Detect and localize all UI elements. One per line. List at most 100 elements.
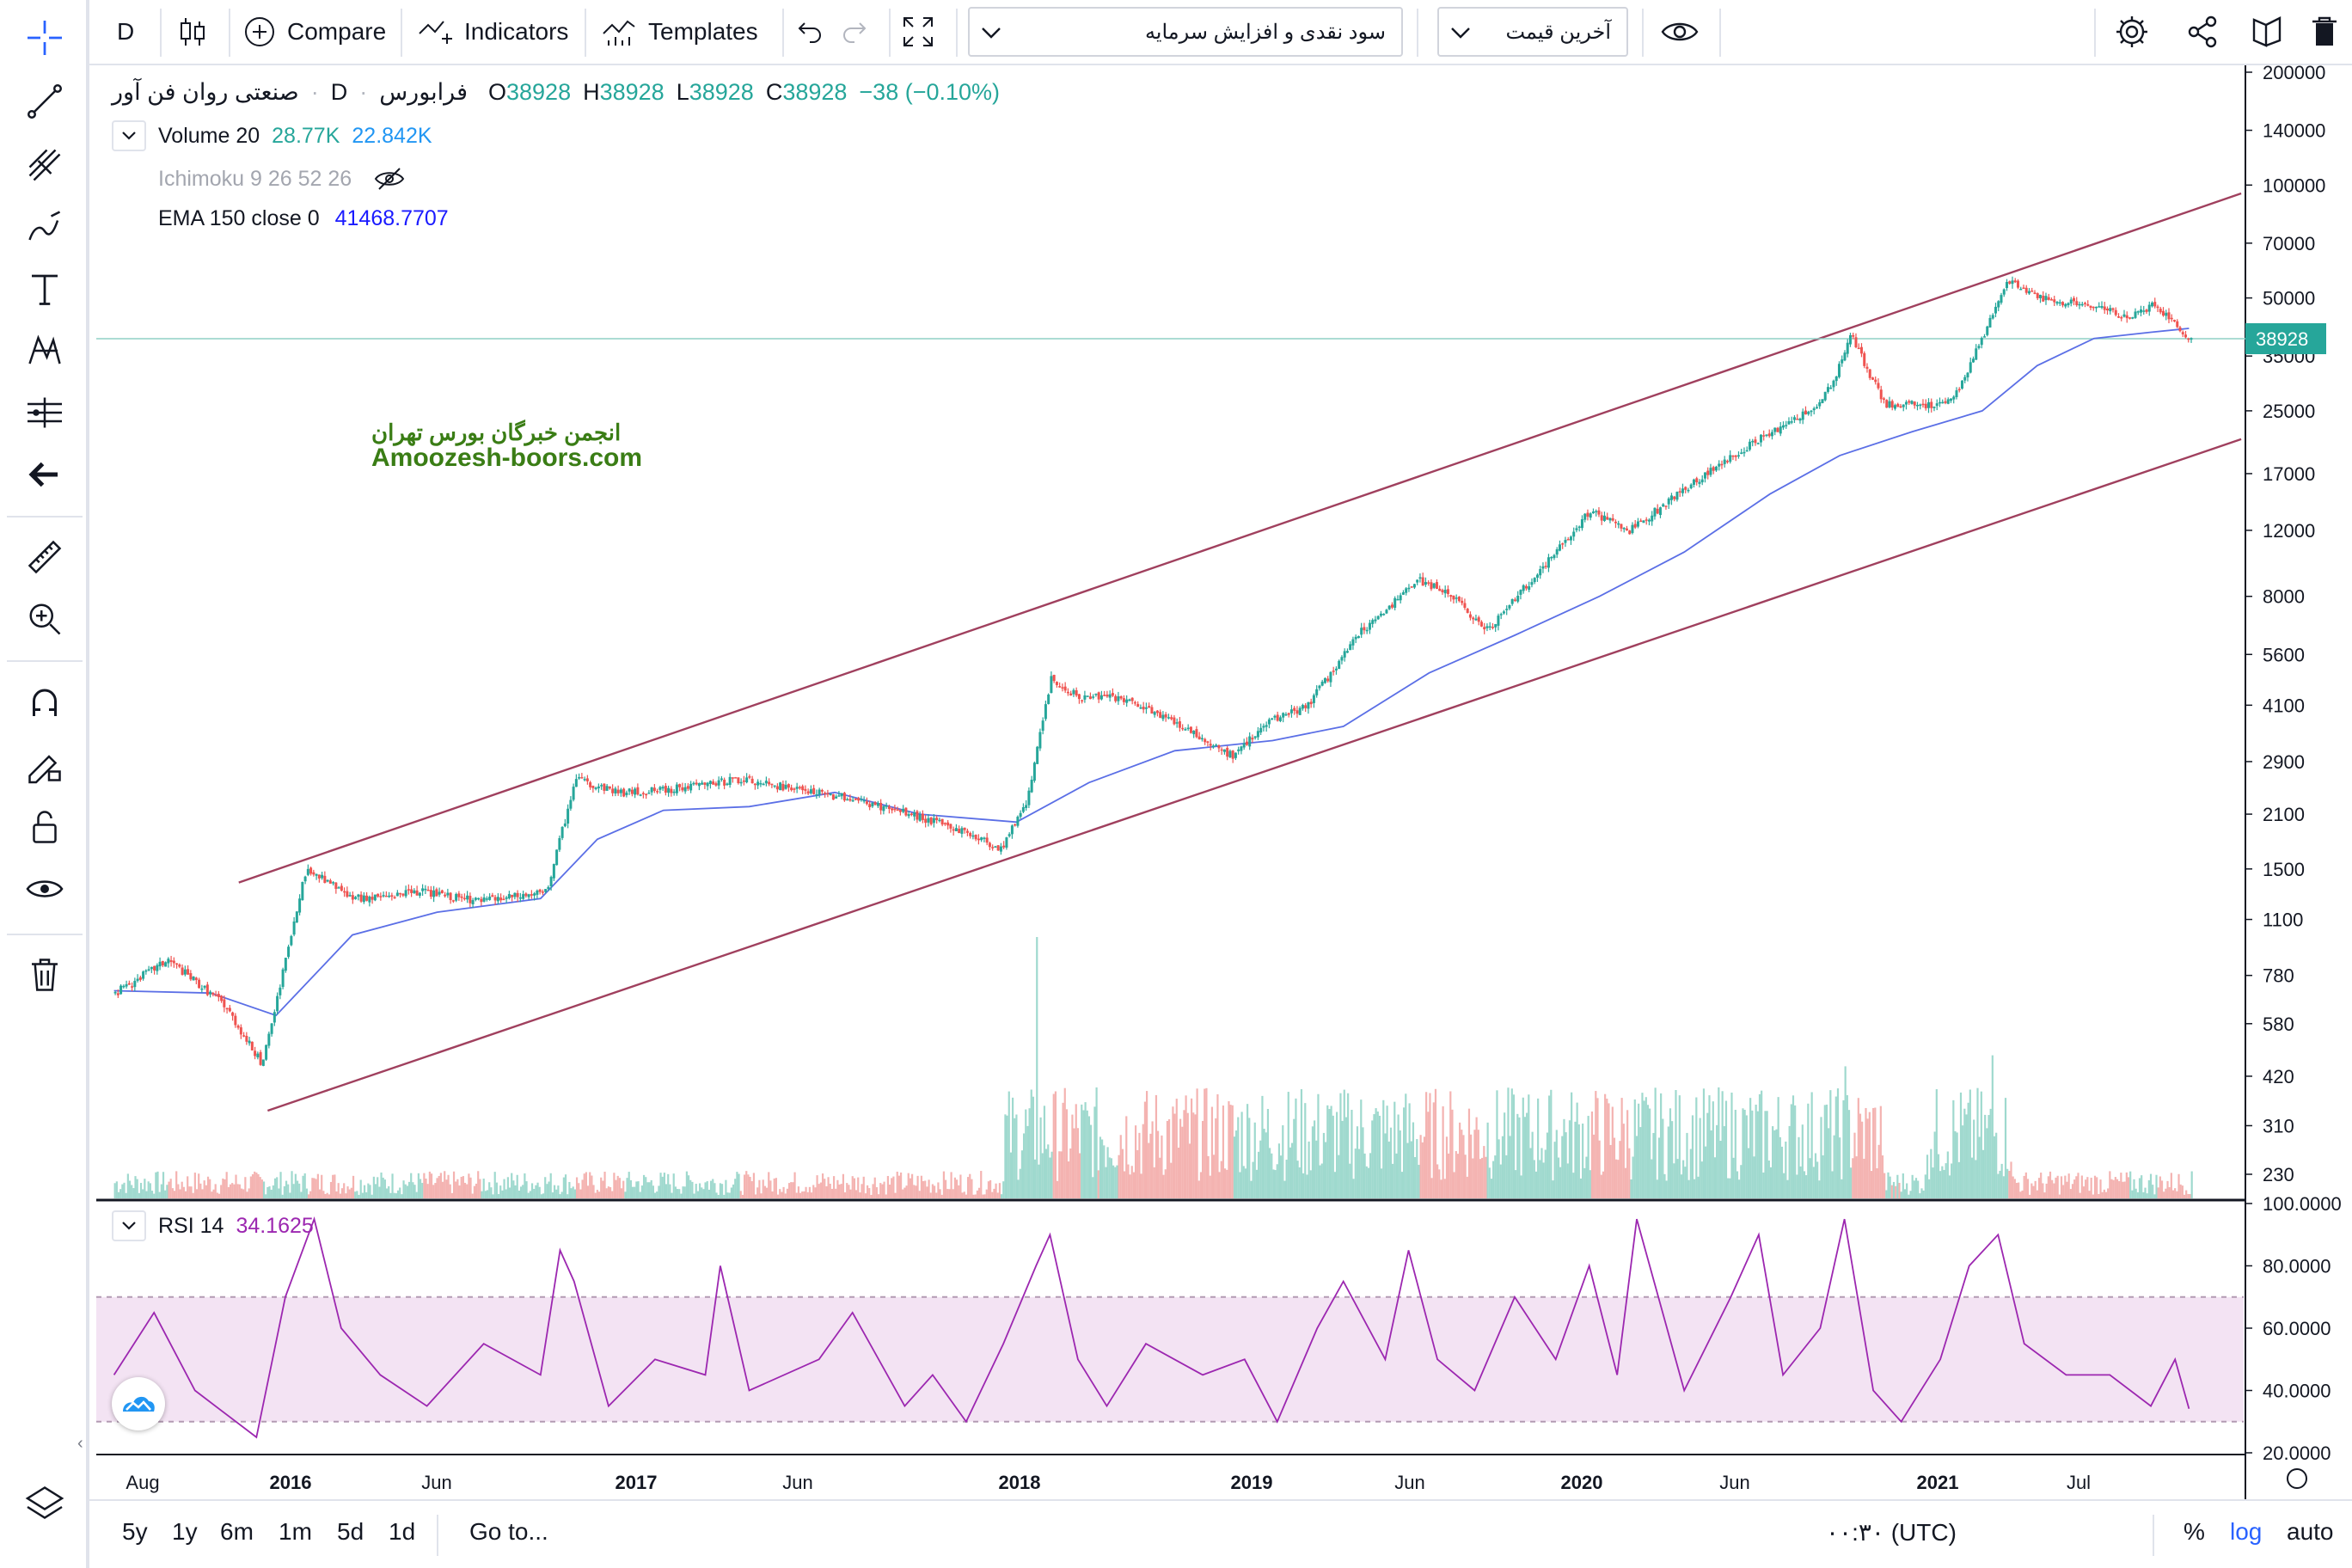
volume-bar [1620, 1098, 1623, 1198]
volume-bar [1853, 1132, 1856, 1198]
symbol-group-dropdown[interactable]: سود نقدی و افزایش سرمایه [968, 7, 1403, 57]
pattern-icon[interactable] [17, 323, 72, 378]
visibility-button[interactable] [1659, 0, 1700, 64]
volume-bar [1271, 1153, 1273, 1198]
time-tick-label: Jul [2067, 1472, 2091, 1493]
percent-toggle[interactable]: % [2184, 1518, 2205, 1545]
brush-icon[interactable] [17, 199, 72, 254]
collapse-button[interactable] [112, 1210, 146, 1241]
redo-button[interactable] [839, 0, 873, 64]
eye-hidden-icon[interactable] [372, 165, 407, 193]
templates-button[interactable]: Templates [600, 0, 758, 64]
candle [1815, 407, 1818, 408]
prediction-icon[interactable] [17, 385, 72, 440]
volume-bar [529, 1191, 531, 1198]
range-6m[interactable]: 6m [220, 1518, 254, 1545]
volume-bar [1874, 1107, 1877, 1198]
trash-icon[interactable] [17, 947, 72, 1002]
volume-bar [1896, 1174, 1899, 1198]
timezone-button[interactable]: ۰۰:۳۰ (UTC) [1826, 1519, 1957, 1546]
volume-bar [1443, 1179, 1446, 1198]
layers-icon[interactable] [17, 1475, 72, 1530]
volume-bar [929, 1192, 932, 1198]
undo-button[interactable] [791, 0, 825, 64]
volume-bar [1700, 1161, 1703, 1198]
volume-bar [739, 1191, 742, 1198]
volume-bar [206, 1176, 210, 1198]
volume-bar [745, 1171, 748, 1198]
range-1m[interactable]: 1m [279, 1518, 312, 1545]
candle [1695, 478, 1699, 483]
volume-bar [1186, 1112, 1189, 1198]
volume-bar [1097, 1170, 1099, 1198]
candle [1430, 582, 1433, 590]
volume-bar [1505, 1155, 1508, 1198]
unlock-icon[interactable] [17, 799, 72, 854]
candle [689, 783, 693, 791]
chevron-down-icon [970, 23, 1013, 40]
compare-button[interactable]: Compare [242, 0, 386, 64]
candle [1125, 699, 1129, 703]
volume-bar [2042, 1183, 2044, 1198]
indicators-button[interactable]: Indicators [416, 0, 568, 64]
candle [2055, 302, 2059, 304]
volume-bar [318, 1189, 322, 1198]
candle [1553, 554, 1556, 559]
chart-area[interactable]: 2000001400001000007000050000350002500017… [89, 65, 2352, 1499]
range-1y[interactable]: 1y [172, 1518, 198, 1545]
zoom-in-icon[interactable] [17, 591, 72, 646]
candle [824, 793, 827, 794]
candle [865, 801, 868, 805]
volume-bar [303, 1173, 306, 1198]
collapse-button[interactable] [112, 120, 146, 151]
range-5y[interactable]: 5y [122, 1518, 148, 1545]
fullscreen-button[interactable] [899, 0, 937, 64]
share-button[interactable] [2184, 0, 2221, 64]
delete-button[interactable] [2307, 0, 2342, 64]
crosshair-icon[interactable] [17, 10, 72, 65]
price-type-dropdown[interactable]: آخرین قیمت [1437, 7, 1628, 57]
candle [220, 995, 224, 1001]
candle [2150, 303, 2153, 307]
candle [2038, 294, 2042, 298]
candle [127, 983, 131, 985]
volume-bar [322, 1191, 325, 1198]
ruler-icon[interactable] [17, 530, 72, 585]
volume-bar [2077, 1173, 2079, 1198]
candle [896, 809, 899, 812]
candle [748, 775, 751, 778]
volume-bar [1309, 1170, 1312, 1198]
candle [1463, 603, 1467, 609]
volume-bar [1483, 1146, 1485, 1198]
candle [343, 891, 346, 893]
magnet-icon[interactable] [17, 676, 72, 731]
eye-icon[interactable] [17, 861, 72, 916]
auto-toggle[interactable]: auto [2287, 1518, 2334, 1545]
range-5d[interactable]: 5d [337, 1518, 364, 1545]
range-1d[interactable]: 1d [389, 1518, 416, 1545]
volume-bar [499, 1185, 502, 1198]
lock-drawing-icon[interactable] [17, 738, 72, 793]
volume-bar [1445, 1136, 1449, 1198]
volume-bar [1025, 1109, 1027, 1198]
volume-bar [273, 1178, 277, 1198]
volume-bar [2127, 1177, 2130, 1198]
collapse-arrow-icon[interactable]: ‹ [77, 1434, 83, 1453]
volume-bar [1963, 1108, 1966, 1198]
volume-bar [1339, 1093, 1342, 1198]
candle [1823, 391, 1827, 401]
arrow-left-icon[interactable] [17, 447, 72, 502]
text-icon[interactable] [17, 261, 72, 316]
volume-bar [1520, 1175, 1522, 1198]
candle [209, 991, 212, 995]
candle [812, 787, 816, 794]
logo-icon[interactable] [112, 1377, 165, 1430]
settings-button[interactable] [2113, 0, 2151, 64]
goto-button[interactable]: Go to... [469, 1518, 548, 1545]
chart-type-button[interactable] [175, 0, 210, 64]
publish-button[interactable] [2249, 0, 2287, 64]
log-toggle[interactable]: log [2230, 1518, 2263, 1545]
interval-button[interactable]: D [117, 0, 134, 64]
trend-line-icon[interactable] [17, 74, 72, 129]
pitchfork-icon[interactable] [17, 138, 72, 193]
